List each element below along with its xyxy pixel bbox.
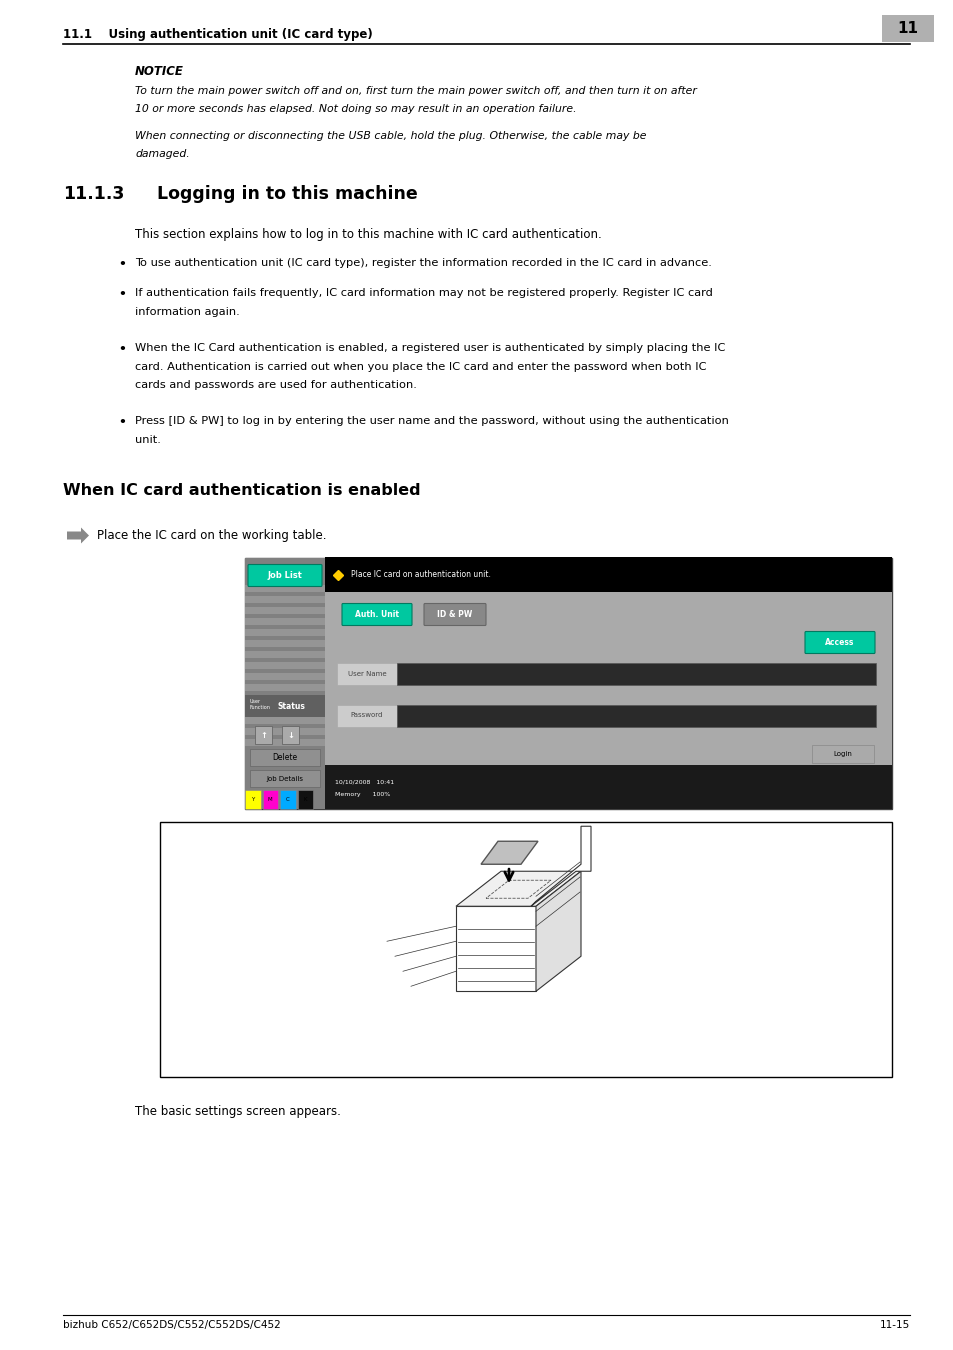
Bar [245,695,325,702]
Text: Job Details: Job Details [266,776,303,782]
Bar [250,749,319,767]
Bar [245,684,325,691]
Text: •: • [118,258,126,271]
Text: ↑: ↑ [260,730,267,740]
Bar [245,791,260,810]
Text: 11.1.3: 11.1.3 [63,185,124,202]
Text: Place IC card on authentication unit.: Place IC card on authentication unit. [351,571,491,579]
Bar [245,652,325,659]
Bar [325,593,891,787]
Bar [245,717,325,725]
Bar [336,705,396,726]
Bar [245,629,325,636]
Bar [396,705,875,726]
Text: Password: Password [351,713,383,718]
FancyBboxPatch shape [248,564,322,586]
Bar [245,674,325,680]
Text: M: M [268,798,273,802]
Text: This section explains how to log in to this machine with IC card authentication.: This section explains how to log in to t… [135,228,601,242]
Text: Delete: Delete [273,753,297,763]
Text: User
Function: User Function [250,699,271,710]
Bar [245,558,325,810]
Text: 11.1    Using authentication unit (IC card type): 11.1 Using authentication unit (IC card … [63,28,373,40]
Text: Y: Y [251,798,254,802]
Bar [245,640,325,648]
Text: When connecting or disconnecting the USB cable, hold the plug. Otherwise, the ca: When connecting or disconnecting the USB… [135,131,646,140]
Text: damaged.: damaged. [135,148,190,158]
Bar [280,791,295,810]
Text: The basic settings screen appears.: The basic settings screen appears. [135,1104,340,1118]
Bar [245,586,325,593]
Polygon shape [531,826,590,906]
Text: Status: Status [277,702,306,711]
Bar [325,765,891,810]
Polygon shape [67,528,89,544]
Bar [262,791,277,810]
Bar [396,663,875,684]
Bar [297,791,313,810]
Text: Memory      100%: Memory 100% [335,792,390,798]
Text: Access: Access [824,639,854,647]
Text: 10 or more seconds has elapsed. Not doing so may result in an operation failure.: 10 or more seconds has elapsed. Not doin… [135,104,576,113]
Text: 11: 11 [897,22,918,36]
Text: If authentication fails frequently, IC card information may not be registered pr: If authentication fails frequently, IC c… [135,288,712,298]
Bar [245,740,325,747]
Text: bizhub C652/C652DS/C552/C552DS/C452: bizhub C652/C652DS/C552/C552DS/C452 [63,1320,280,1330]
Bar [245,608,325,614]
Text: K: K [303,798,307,802]
Bar [245,706,325,714]
Bar [282,726,298,744]
FancyBboxPatch shape [423,603,485,625]
Polygon shape [456,871,580,906]
Polygon shape [480,841,537,864]
Polygon shape [536,871,580,991]
Text: Logging in to this machine: Logging in to this machine [157,185,417,202]
Text: When the IC Card authentication is enabled, a registered user is authenticated b: When the IC Card authentication is enabl… [135,343,724,352]
Text: information again.: information again. [135,306,239,316]
Text: •: • [118,288,126,301]
Bar [811,745,873,764]
Bar [245,618,325,625]
Bar [245,729,325,736]
Bar [160,822,891,1076]
Text: 11-15: 11-15 [879,1320,909,1330]
Text: card. Authentication is carried out when you place the IC card and enter the pas: card. Authentication is carried out when… [135,362,706,371]
Text: To use authentication unit (IC card type), register the information recorded in : To use authentication unit (IC card type… [135,258,711,269]
Text: When IC card authentication is enabled: When IC card authentication is enabled [63,483,420,498]
Bar [245,695,325,717]
Text: Place the IC card on the working table.: Place the IC card on the working table. [97,529,326,543]
Bar [336,663,396,684]
Text: Press [ID & PW] to log in by entering the user name and the password, without us: Press [ID & PW] to log in by entering th… [135,417,728,427]
Bar [245,558,891,810]
Text: Job List: Job List [267,571,302,580]
Bar [250,771,319,787]
Bar [245,597,325,603]
Text: To turn the main power switch off and on, first turn the main power switch off, : To turn the main power switch off and on… [135,86,696,96]
Text: User Name: User Name [347,671,386,676]
Text: 10/10/2008   10:41: 10/10/2008 10:41 [335,779,394,784]
Polygon shape [456,906,536,991]
Text: C: C [286,798,290,802]
Text: ↓: ↓ [287,730,294,740]
Bar [245,663,325,670]
FancyBboxPatch shape [804,632,874,653]
Text: NOTICE: NOTICE [135,65,184,78]
Text: unit.: unit. [135,435,161,446]
Text: Auth. Unit: Auth. Unit [355,610,398,620]
Text: cards and passwords are used for authentication.: cards and passwords are used for authent… [135,379,416,390]
Bar [325,558,891,593]
Bar [254,726,272,744]
FancyBboxPatch shape [341,603,412,625]
Bar [882,15,933,42]
Text: Login: Login [833,752,852,757]
Text: •: • [118,343,126,356]
Text: ID & PW: ID & PW [436,610,472,620]
Text: •: • [118,417,126,429]
